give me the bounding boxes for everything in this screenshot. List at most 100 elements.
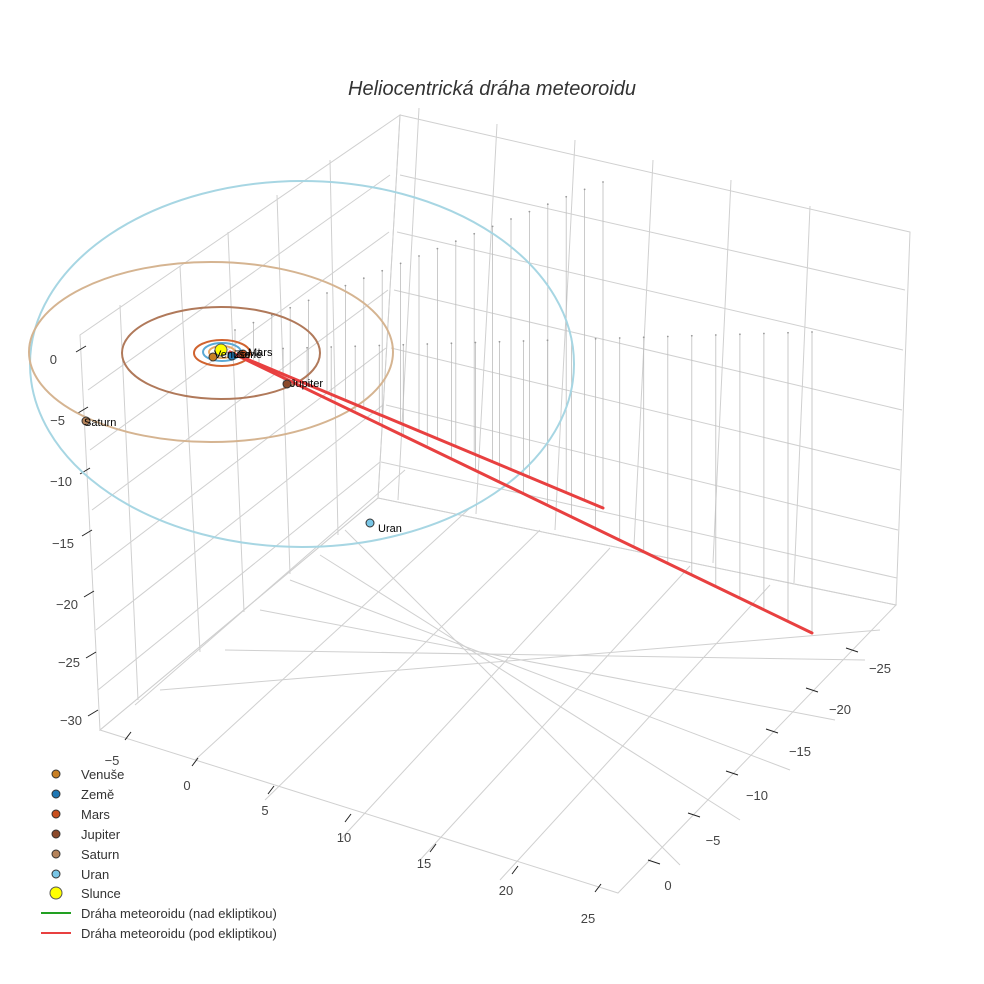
legend-sun-icon [49,886,63,900]
planet-jupiter-marker[interactable] [282,379,292,389]
y-tick-labels: −25 −20 −15 −10 −5 0 [664,661,891,893]
x-tick-mark [594,883,602,893]
planet-label-uran: Uran [378,523,402,535]
grid-line [259,609,836,721]
legend-item[interactable]: Země [51,787,114,802]
grid-line [390,347,901,471]
drop-line-cap [528,210,531,213]
scene-3d[interactable]: 0 −5 −10 −15 −20 −25 −30 −5 0 5 10 15 20… [28,107,911,926]
legend-item[interactable]: Uran [51,867,109,882]
legend-label: Slunce [81,886,121,901]
drop-line-cap [252,321,255,324]
planet-label-zeme: Země [234,349,262,361]
grid-line [475,123,498,515]
x-tick-label: 25 [581,911,595,926]
drop-line-cap [602,181,604,183]
drop-line-cap [642,336,645,339]
grid-line [93,347,387,571]
drop-line-cap [594,337,597,340]
drop-line-cap [491,225,494,228]
drop-line-cap [378,344,381,347]
drop-line-cap [498,340,501,343]
drop-line-cap [618,337,621,339]
grid-line [554,139,576,531]
planet-venuse-marker[interactable] [208,352,218,362]
legend-item[interactable]: Dráha meteoroidu (nad ekliptikou) [41,906,277,921]
planet-saturn-marker[interactable] [81,416,91,426]
planet-label-mars: Mars [248,347,273,359]
drop-lines [234,181,813,633]
drop-line-cap [473,232,476,235]
grid-line [339,547,611,841]
grid-line [227,231,245,613]
z-tick-label: −15 [52,536,74,551]
drop-line-cap [739,333,741,336]
x-tick-label: 5 [261,803,268,818]
drop-line-cap [690,334,693,337]
grid-line [393,289,903,411]
grid-line [89,231,390,451]
drop-line-cap [381,269,384,272]
grid [79,107,911,894]
drop-line-cap [354,345,357,348]
legend-item[interactable]: Venuše [51,767,124,782]
y-tick-label: −15 [789,744,811,759]
x-tick-mark [124,731,132,741]
drop-line-cap [399,262,402,265]
legend-label: Dráha meteoroidu (pod ekliptikou) [81,926,277,941]
drop-line-cap [270,314,273,317]
legend-marker-icon [51,849,61,859]
planet-zeme-marker[interactable] [227,351,237,361]
legend-label: Mars [81,807,110,822]
legend-item[interactable]: Dráha meteoroidu (pod ekliptikou) [41,926,277,941]
planet-label-saturn: Saturn [84,417,116,429]
grid-line [329,159,339,536]
orbits [28,180,575,548]
z-tick-mark [77,406,89,414]
legend-item[interactable]: Jupiter [51,827,121,842]
legend-item[interactable]: Slunce [49,886,121,901]
y-tick-label: 0 [664,878,671,893]
grid-line [95,404,384,631]
drop-line-cap [787,331,789,334]
z-tick-label: −30 [60,713,82,728]
y-tick-mark [845,647,859,653]
grid-line [385,404,899,531]
grid-line [119,304,139,701]
z-tick-mark [81,529,93,537]
legend-item[interactable]: Saturn [51,847,119,862]
x-tick-label: −5 [105,753,120,768]
drop-line-cap [583,188,586,191]
grid-line [396,231,904,351]
drop-line-cap [666,335,669,338]
drop-line-cap [234,329,236,331]
grid-line [194,507,471,761]
y-tick-label: −10 [746,788,768,803]
drop-line-cap [763,332,765,335]
x-axis [124,731,602,893]
drop-line-cap [436,247,439,250]
legend-item[interactable]: Mars [51,807,110,822]
x-tick-label: 10 [337,830,351,845]
drop-line-cap [546,203,549,206]
x-tick-mark [267,785,275,795]
grid-line [499,584,771,881]
drop-line-cap [326,292,328,294]
planet-label-jupiter: Jupiter [290,378,323,390]
z-tick-label: 0 [50,352,57,367]
planet-uran-marker[interactable] [365,518,375,528]
drop-line-cap [714,334,717,336]
grid-line [97,461,381,691]
sun-marker[interactable] [214,343,228,357]
y-tick-label: −20 [829,702,851,717]
grid-line [289,579,791,771]
y-tick-mark [647,859,661,865]
meteoroid-path-segment [228,350,605,510]
drop-line-cap [450,342,453,345]
z-tick-label: −10 [50,474,72,489]
z-tick-mark [83,590,95,598]
drop-line-cap [510,218,512,220]
drop-line-cap [546,339,549,342]
legend-marker-icon [51,829,61,839]
planet-mars-marker[interactable] [238,349,248,359]
